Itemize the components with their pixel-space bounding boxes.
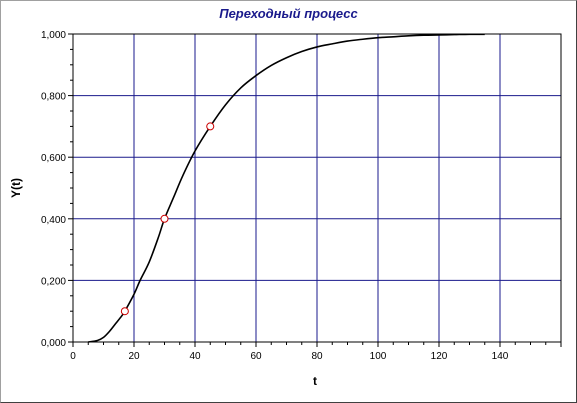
x-tick-label: 40: [189, 351, 201, 362]
y-tick-label: 0,200: [41, 276, 66, 287]
x-axis-label: t: [313, 374, 317, 388]
y-tick-label: 0,000: [41, 338, 66, 349]
x-tick-label: 80: [311, 351, 323, 362]
x-tick-label: 100: [370, 351, 387, 362]
data-point-marker: [120, 307, 129, 316]
x-tick-label: 140: [492, 351, 509, 362]
data-point-marker: [206, 122, 215, 131]
y-tick-label: 0,400: [41, 215, 66, 226]
x-tick-label: 0: [70, 351, 76, 362]
y-tick-label: 0,800: [41, 92, 66, 103]
y-tick-label: 1,000: [41, 30, 66, 41]
x-tick-label: 60: [250, 351, 262, 362]
x-tick-label: 120: [431, 351, 448, 362]
y-tick-label: 0,600: [41, 153, 66, 164]
chart-title: Переходный процесс: [219, 6, 358, 21]
x-tick-label: 20: [128, 351, 140, 362]
data-point-marker: [160, 214, 169, 223]
